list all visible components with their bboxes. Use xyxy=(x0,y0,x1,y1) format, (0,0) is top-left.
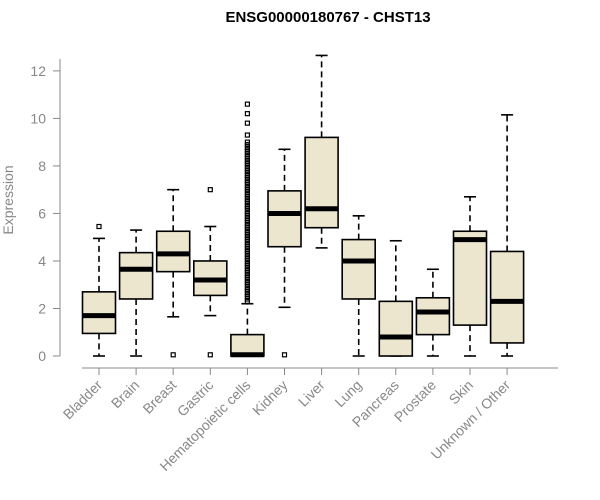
box-group xyxy=(452,196,488,357)
box-group xyxy=(81,223,117,357)
box-group xyxy=(118,229,154,357)
y-axis-label: Expression xyxy=(0,165,16,234)
y-tick-label: 4 xyxy=(38,253,46,269)
outlier-point xyxy=(244,132,250,138)
y-tick-label: 0 xyxy=(38,348,46,364)
box-group xyxy=(341,215,377,357)
x-tick-label: Breast xyxy=(139,377,179,417)
box-iqr xyxy=(452,230,488,326)
box-iqr xyxy=(81,291,117,335)
box-group xyxy=(230,101,265,358)
box-group xyxy=(304,54,339,249)
box-group xyxy=(155,188,191,358)
x-tick-label: Prostate xyxy=(391,377,439,425)
box-iqr xyxy=(267,190,302,248)
x-tick-label: Skin xyxy=(446,377,477,408)
outlier-point xyxy=(207,352,213,358)
box-group xyxy=(267,148,302,358)
y-tick-label: 8 xyxy=(38,158,46,174)
box-iqr xyxy=(489,250,525,344)
y-tick-label: 12 xyxy=(30,63,46,79)
outlier-point xyxy=(207,187,213,193)
box-iqr xyxy=(118,251,154,300)
outlier-point xyxy=(244,139,250,145)
outlier-point xyxy=(244,120,250,126)
box-iqr xyxy=(341,238,377,300)
box-iqr xyxy=(304,136,339,229)
y-tick-label: 6 xyxy=(38,205,46,221)
chart-title: ENSG00000180767 - CHST13 xyxy=(225,9,430,26)
x-tick-label: Liver xyxy=(295,377,328,410)
box-group xyxy=(378,239,414,357)
box-group xyxy=(193,187,228,358)
outlier-point xyxy=(96,223,102,230)
plot-area xyxy=(81,54,525,358)
outlier-point xyxy=(170,352,176,358)
y-tick-label: 2 xyxy=(38,300,46,316)
y-axis-ticks: 0 2 4 6 8 10 12 xyxy=(30,63,60,364)
box-iqr xyxy=(378,300,414,357)
x-tick-label: Brain xyxy=(108,377,142,411)
outlier-point xyxy=(244,101,250,107)
box-group xyxy=(415,268,451,357)
x-tick-label: Bladder xyxy=(60,377,106,423)
x-tick-label: Kidney xyxy=(249,377,291,419)
outlier-point xyxy=(244,111,250,117)
box-iqr xyxy=(415,296,451,336)
x-tick-label: Lung xyxy=(331,377,364,410)
y-tick-label: 10 xyxy=(30,110,46,126)
outlier-point xyxy=(281,352,288,358)
box-group xyxy=(489,114,525,357)
